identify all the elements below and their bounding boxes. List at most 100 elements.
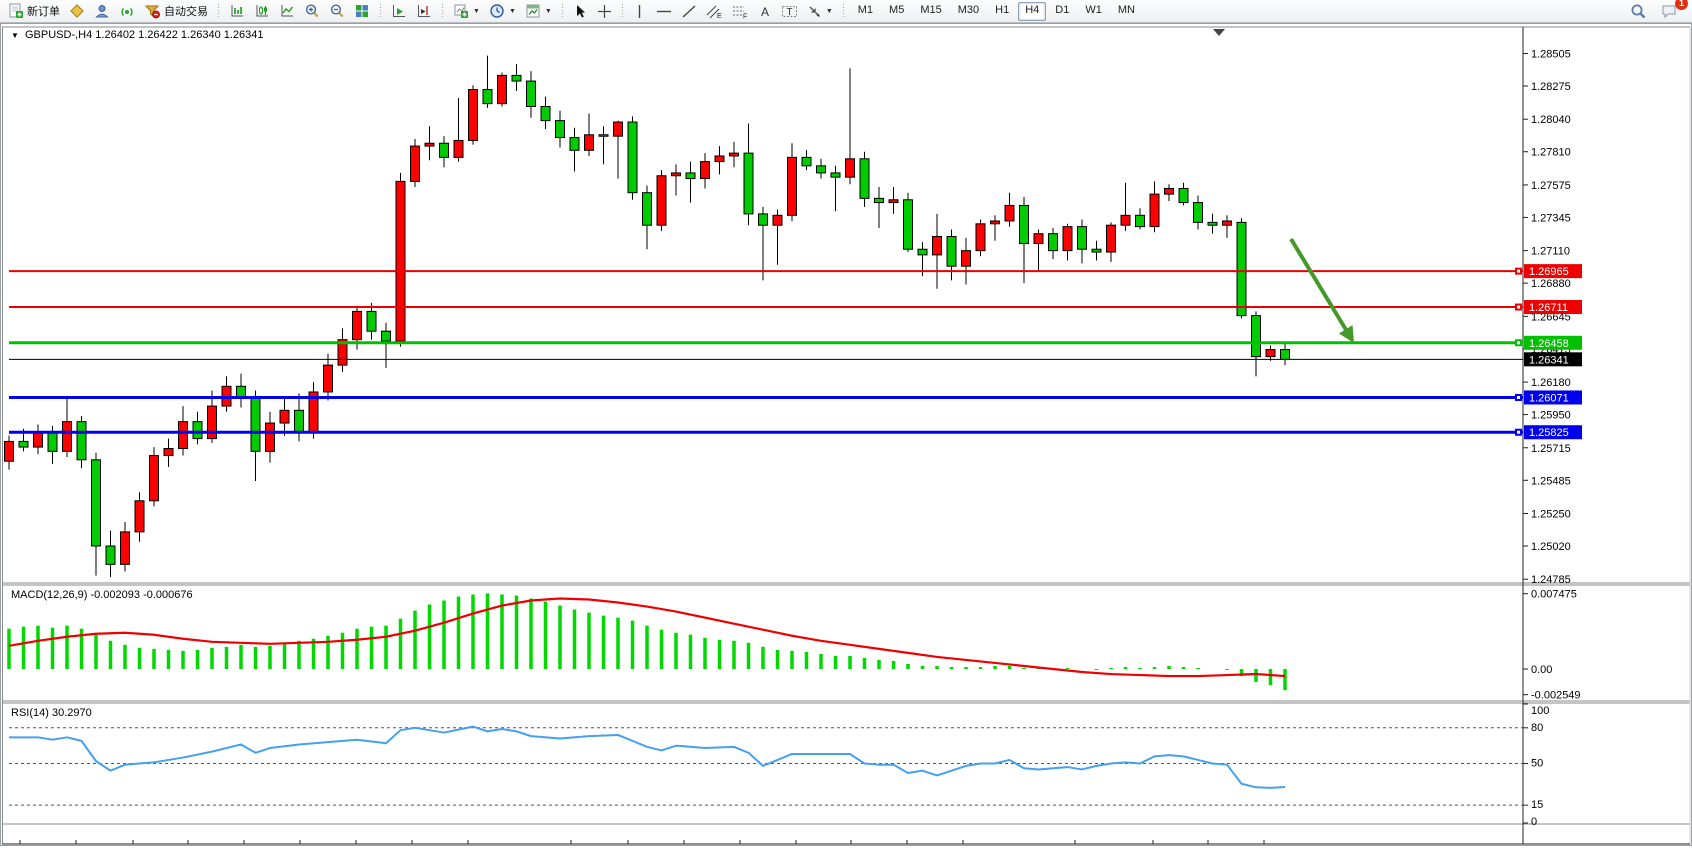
signals-button[interactable] bbox=[115, 1, 139, 22]
indicators-button[interactable] bbox=[65, 1, 89, 22]
timeframe-MN[interactable]: MN bbox=[1117, 3, 1135, 16]
timeframe-M5[interactable]: M5 bbox=[889, 3, 905, 16]
cursor-icon bbox=[576, 4, 585, 17]
main-toolbar: 新订单 自动交易 ▼ ▼ ▼ bbox=[0, 0, 1692, 23]
rsi-indicator: RSI(14) 30.2970 bbox=[9, 707, 1286, 789]
svg-text:1.28275: 1.28275 bbox=[1531, 81, 1571, 93]
svg-text:1.27575: 1.27575 bbox=[1531, 180, 1571, 192]
svg-text:0.007475: 0.007475 bbox=[1531, 589, 1577, 601]
crosshair-icon bbox=[597, 4, 611, 18]
svg-text:1.27110: 1.27110 bbox=[1531, 246, 1570, 258]
text-tool-button[interactable]: A bbox=[754, 1, 776, 22]
chart-area[interactable]: 1.28505 1.28275 1.28040 1.27810 1.27575 1.273… bbox=[1, 24, 1691, 845]
tile-windows-icon bbox=[356, 5, 368, 17]
svg-text:100: 100 bbox=[1531, 705, 1549, 717]
price-tag bbox=[1524, 352, 1582, 367]
trendline-tool-button[interactable] bbox=[677, 1, 701, 22]
bar-chart-button[interactable] bbox=[225, 1, 249, 22]
svg-text:1.26965: 1.26965 bbox=[1529, 266, 1569, 278]
autotrade-label: 自动交易 bbox=[164, 6, 208, 18]
notifications-button[interactable]: 1 bbox=[1657, 0, 1688, 22]
line-chart-button[interactable] bbox=[275, 1, 299, 22]
line-chart-icon bbox=[281, 5, 294, 17]
autoscroll-button[interactable] bbox=[387, 1, 411, 22]
trend-arrow[interactable] bbox=[1289, 237, 1350, 334]
profiles-button[interactable] bbox=[90, 1, 114, 22]
svg-text:1.25020: 1.25020 bbox=[1531, 541, 1571, 553]
timeframe-M30[interactable]: M30 bbox=[957, 3, 980, 16]
cursor-tool-button[interactable] bbox=[569, 1, 592, 22]
price-tag bbox=[1524, 425, 1582, 440]
zoom-in-button[interactable] bbox=[300, 1, 324, 22]
hline-tool-button[interactable] bbox=[652, 1, 676, 22]
timeframe-H1[interactable]: H1 bbox=[995, 3, 1010, 16]
svg-text:1.27345: 1.27345 bbox=[1531, 212, 1571, 224]
timeframe-D1[interactable]: D1 bbox=[1055, 3, 1070, 16]
text-label-tool-button[interactable]: T bbox=[777, 1, 802, 22]
arrows-icon bbox=[809, 6, 820, 17]
timeframe-W1[interactable]: W1 bbox=[1085, 3, 1102, 16]
indicator-scales: 0.007475 0.00 -0.002549 100 80 50 15 0 bbox=[1523, 589, 1581, 828]
candlestick-series bbox=[4, 55, 1290, 578]
trend-arrow-head[interactable] bbox=[1338, 325, 1354, 343]
search-button[interactable] bbox=[1626, 1, 1651, 22]
svg-text:1.25250: 1.25250 bbox=[1531, 508, 1571, 520]
horizontal-lines[interactable]: 1.26965 1.26711 1.26458 1.26341 1.26071 1.258… bbox=[9, 264, 1582, 440]
svg-text:1.26458: 1.26458 bbox=[1529, 338, 1569, 350]
svg-text:15: 15 bbox=[1531, 799, 1543, 811]
svg-text:1.26645: 1.26645 bbox=[1531, 311, 1571, 323]
svg-text:1.26071: 1.26071 bbox=[1529, 392, 1569, 404]
date-axis[interactable]: 9 Jun 202312 Jun 04:0012 Jun 20:0013 Jun… bbox=[1, 840, 1296, 845]
new-chart-button[interactable]: ▼ bbox=[449, 1, 484, 22]
fibonacci-tool-button[interactable]: F bbox=[728, 1, 753, 22]
svg-text:A: A bbox=[761, 5, 769, 19]
tile-windows-button[interactable] bbox=[350, 1, 374, 22]
arrows-tool-button[interactable]: ▼ bbox=[803, 1, 837, 22]
equidistant-channel-icon: E bbox=[706, 5, 722, 19]
zoom-in-icon bbox=[305, 4, 319, 18]
templates-button[interactable]: ▼ bbox=[521, 1, 556, 22]
svg-text:1.26880: 1.26880 bbox=[1531, 278, 1571, 290]
timeframe-H4[interactable]: H4 bbox=[1018, 1, 1047, 21]
chart-shift-marker[interactable] bbox=[1213, 29, 1225, 36]
new-chart-icon bbox=[454, 4, 468, 18]
candle-chart-icon bbox=[256, 5, 268, 17]
crosshair-tool-button[interactable] bbox=[593, 1, 616, 22]
toolbar-separator bbox=[439, 2, 446, 20]
timeframe-toolbar: M1 M5 M15 M30 H1 H4 D1 W1 MN bbox=[850, 1, 1143, 21]
svg-text:1.27810: 1.27810 bbox=[1531, 147, 1571, 159]
chart-shift-icon bbox=[418, 5, 430, 17]
timeframe-M1[interactable]: M1 bbox=[857, 3, 874, 16]
zoom-out-button[interactable] bbox=[325, 1, 349, 22]
indicator-tag-icon bbox=[70, 4, 84, 18]
periods-button[interactable]: ▼ bbox=[485, 1, 520, 22]
trendline-icon bbox=[682, 4, 696, 18]
timeframe-M15[interactable]: M15 bbox=[920, 3, 942, 16]
search-icon bbox=[1631, 4, 1646, 18]
svg-text:1.26341: 1.26341 bbox=[1529, 354, 1569, 366]
toolbar-separator bbox=[558, 2, 566, 20]
autotrade-icon bbox=[144, 5, 160, 19]
autotrade-button[interactable]: 自动交易 bbox=[140, 1, 212, 22]
toolbar-separator bbox=[215, 2, 222, 20]
horizontal-line-icon bbox=[656, 10, 671, 12]
signals-icon bbox=[121, 8, 133, 16]
svg-text:0: 0 bbox=[1531, 816, 1537, 828]
price-scale: 1.28505 1.28275 1.28040 1.27810 1.27575 1.273… bbox=[1523, 49, 1571, 586]
svg-text:50: 50 bbox=[1531, 758, 1543, 770]
notification-badge: 1 bbox=[1675, 0, 1688, 10]
chat-bubble-icon bbox=[1662, 5, 1676, 19]
clock-icon bbox=[490, 4, 504, 18]
svg-text:80: 80 bbox=[1531, 722, 1543, 734]
candle-chart-button[interactable] bbox=[250, 1, 274, 22]
new-order-button[interactable]: 新订单 bbox=[4, 1, 64, 22]
channel-tool-button[interactable]: E bbox=[702, 1, 727, 22]
svg-text:GBPUSD-,H4 1.26402 1.26422 1.: GBPUSD-,H4 1.26402 1.26422 1.26340 1.263… bbox=[25, 29, 264, 41]
macd-label: MACD(12,26,9) -0.002093 -0.000676 bbox=[11, 589, 193, 601]
chart-title: ▼ GBPUSD-,H4 1.26402 1.26422 1.26340 1.26… bbox=[11, 29, 264, 41]
price-tag bbox=[1524, 264, 1582, 279]
new-order-label: 新订单 bbox=[27, 6, 60, 18]
chart-shift-button[interactable] bbox=[412, 1, 436, 22]
vline-tool-button[interactable] bbox=[629, 1, 651, 22]
macd-indicator: MACD(12,26,9) -0.002093 -0.000676 bbox=[7, 589, 1287, 691]
